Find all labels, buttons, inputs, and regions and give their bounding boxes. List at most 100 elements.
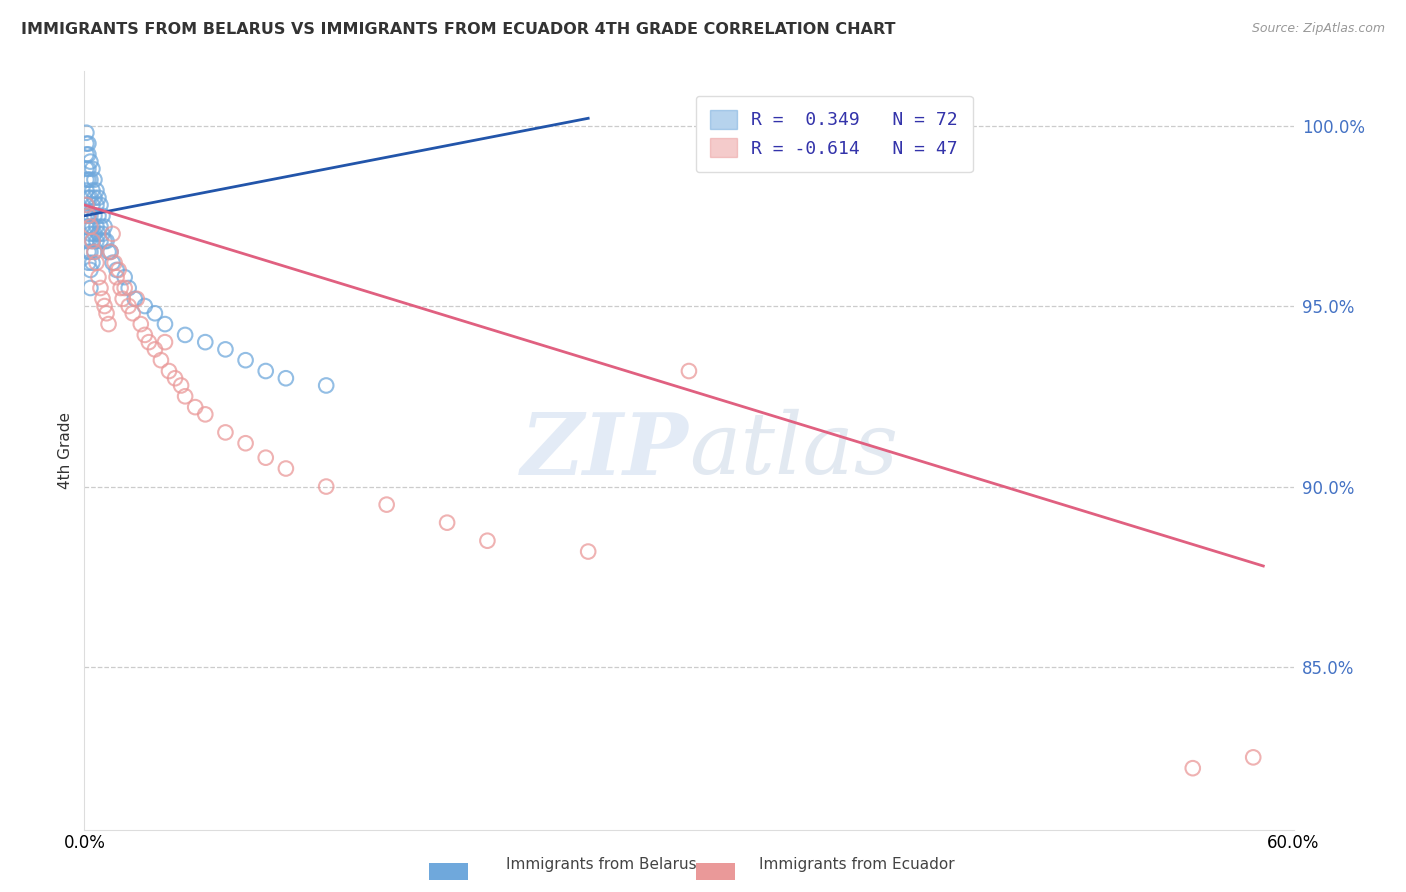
Point	[235, 436, 257, 450]
Point	[143, 343, 166, 357]
Point	[82, 234, 104, 248]
Point	[157, 364, 180, 378]
Point	[678, 364, 700, 378]
Point	[75, 161, 97, 176]
Point	[89, 281, 111, 295]
Point	[77, 136, 100, 151]
Point	[77, 219, 100, 234]
Point	[82, 198, 104, 212]
Point	[436, 516, 458, 530]
Point	[87, 209, 110, 223]
Point	[87, 191, 110, 205]
Y-axis label: 4th Grade: 4th Grade	[58, 412, 73, 489]
Point	[82, 256, 104, 270]
Point	[79, 263, 101, 277]
Point	[254, 364, 277, 378]
Point	[104, 256, 127, 270]
Point	[254, 450, 277, 465]
Point	[118, 281, 141, 295]
Point	[174, 327, 197, 342]
Point	[93, 219, 115, 234]
Point	[97, 244, 120, 259]
Text: ZIP: ZIP	[522, 409, 689, 492]
Point	[134, 327, 156, 342]
Point	[1241, 750, 1264, 764]
Point	[86, 219, 108, 234]
Point	[153, 317, 176, 331]
Point	[75, 172, 97, 186]
Point	[75, 234, 97, 248]
Point	[75, 184, 97, 198]
Point	[79, 219, 101, 234]
Point	[75, 147, 97, 161]
Text: Immigrants from Ecuador: Immigrants from Ecuador	[759, 857, 955, 872]
Text: Immigrants from Belarus: Immigrants from Belarus	[506, 857, 697, 872]
Point	[107, 263, 129, 277]
Point	[105, 263, 128, 277]
Point	[274, 461, 297, 475]
Point	[83, 244, 105, 259]
Point	[114, 270, 136, 285]
Point	[83, 209, 105, 223]
Point	[83, 191, 105, 205]
Point	[79, 154, 101, 169]
Point	[315, 378, 337, 392]
Point	[75, 198, 97, 212]
Point	[97, 317, 120, 331]
Point	[79, 191, 101, 205]
Text: IMMIGRANTS FROM BELARUS VS IMMIGRANTS FROM ECUADOR 4TH GRADE CORRELATION CHART: IMMIGRANTS FROM BELARUS VS IMMIGRANTS FR…	[21, 22, 896, 37]
Point	[174, 389, 197, 403]
Point	[77, 161, 100, 176]
Point	[110, 281, 132, 295]
Point	[79, 209, 101, 223]
Point	[89, 219, 111, 234]
Point	[96, 234, 118, 248]
Text: Source: ZipAtlas.com: Source: ZipAtlas.com	[1251, 22, 1385, 36]
Point	[194, 408, 217, 422]
Point	[83, 227, 105, 241]
Point	[1181, 761, 1204, 775]
Point	[75, 198, 97, 212]
Point	[75, 126, 97, 140]
Point	[124, 292, 146, 306]
Point	[91, 227, 114, 241]
Point	[235, 353, 257, 368]
Point	[77, 147, 100, 161]
Point	[101, 256, 124, 270]
Point	[165, 371, 187, 385]
Point	[79, 281, 101, 295]
Point	[79, 244, 101, 259]
Point	[214, 343, 236, 357]
Point	[134, 299, 156, 313]
Point	[87, 227, 110, 241]
Point	[77, 234, 100, 248]
Point	[170, 378, 193, 392]
Point	[214, 425, 236, 440]
Point	[114, 281, 136, 295]
Point	[100, 244, 122, 259]
Point	[79, 227, 101, 241]
Point	[96, 306, 118, 320]
Point	[77, 191, 100, 205]
Point	[153, 335, 176, 350]
Point	[86, 256, 108, 270]
Text: atlas: atlas	[689, 409, 898, 491]
Point	[138, 335, 160, 350]
Point	[83, 244, 105, 259]
Point	[82, 234, 104, 248]
Point	[91, 209, 114, 223]
Point	[105, 270, 128, 285]
Point	[86, 234, 108, 248]
Point	[91, 292, 114, 306]
Point	[77, 209, 100, 223]
Point	[129, 317, 152, 331]
Point	[315, 479, 337, 493]
Point	[184, 400, 207, 414]
Point	[83, 172, 105, 186]
Point	[86, 198, 108, 212]
Point	[274, 371, 297, 385]
Point	[111, 292, 134, 306]
Point	[121, 306, 143, 320]
Point	[576, 544, 599, 558]
Point	[79, 172, 101, 186]
